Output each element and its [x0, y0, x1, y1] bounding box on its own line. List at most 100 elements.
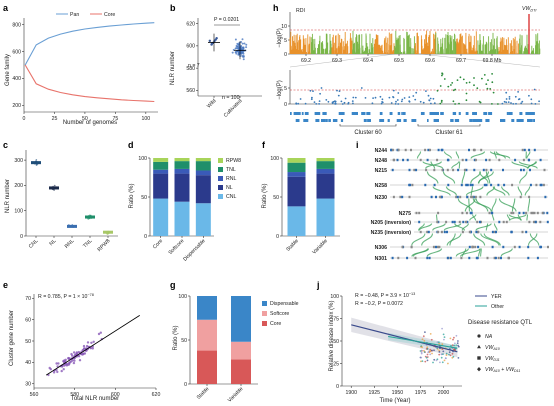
panel-a-ytick-label: 800 — [12, 23, 21, 29]
gene-track-block — [453, 112, 456, 115]
disease-point — [443, 336, 446, 338]
cultivated-point — [235, 50, 238, 53]
panel-h-xtick-label: 69.3 — [332, 58, 342, 64]
panel-a-plot: 200 400 600 800 0 25 50 75 100 — [12, 18, 158, 122]
disease-point — [457, 344, 459, 347]
panel-d-label: d — [128, 140, 134, 150]
zoom-line-left — [289, 53, 396, 68]
gene-track-block — [488, 112, 493, 115]
synteny-gene — [460, 256, 463, 260]
snp-point — [397, 103, 400, 105]
synteny-link — [475, 198, 489, 212]
gene-track-block — [450, 119, 452, 122]
synteny-gene — [435, 245, 437, 249]
gene-track-block — [528, 112, 533, 115]
disease-point — [440, 353, 443, 356]
panel-h-gene: VWDTI — [522, 6, 537, 13]
panel-e-xtick-label: 620 — [152, 392, 161, 398]
yer-confidence-band — [351, 317, 458, 358]
qtl-a10-label: VWA10 — [485, 345, 500, 351]
synteny-gene — [490, 168, 493, 172]
synteny-gene — [468, 245, 471, 249]
disease-point — [443, 359, 446, 362]
snp-point — [320, 87, 323, 89]
gene-track-block — [403, 119, 407, 122]
snp-point — [422, 101, 425, 104]
disease-point — [449, 337, 452, 340]
disease-point — [442, 353, 444, 355]
disease-point — [457, 340, 459, 342]
snp-point — [428, 99, 431, 102]
bar-softcore — [197, 319, 217, 351]
gene-track-block — [294, 112, 299, 115]
snp-point — [450, 84, 452, 86]
snp-point — [425, 90, 427, 92]
panel-j-label: j — [316, 280, 320, 290]
synteny-gene — [463, 168, 466, 172]
synteny-gene — [533, 148, 536, 152]
cultivated-point — [245, 46, 248, 49]
synteny-link — [418, 223, 425, 231]
gene-track-block — [379, 112, 383, 115]
bar-rpw8 — [153, 158, 169, 162]
gene-track-block — [301, 112, 304, 115]
snp-point — [392, 89, 395, 92]
scatter-point — [60, 365, 64, 368]
synteny-link — [524, 186, 531, 196]
panel-h-bottom-ytick-label: 5 — [284, 86, 287, 92]
synteny-gene — [408, 195, 411, 199]
bar-nl — [153, 173, 169, 199]
disease-point — [441, 361, 444, 364]
scatter-point — [82, 352, 85, 355]
cultivated-point — [242, 55, 245, 58]
bar-rnl — [153, 169, 169, 174]
panel-c: c 0 100 200 300 CNL NL RNL TNL RPW8 NLR number — [3, 140, 118, 253]
synteny-gene — [390, 148, 393, 152]
panel-d-ytick-label: 50 — [141, 195, 147, 201]
cultivated-point — [245, 43, 248, 46]
snp-point — [473, 77, 475, 79]
snp-point — [465, 99, 468, 102]
synteny-gene — [485, 183, 488, 187]
bar-rnl — [316, 168, 335, 174]
synteny-gene — [391, 256, 394, 260]
synteny-gene — [493, 256, 496, 260]
bar-cnl — [153, 198, 169, 236]
synteny-link — [432, 223, 446, 231]
synteny-gene — [424, 148, 427, 152]
synteny-gene — [476, 220, 479, 224]
synteny-gene — [541, 211, 544, 215]
legend-label-softcore: Softcore — [270, 311, 289, 317]
synteny-link — [485, 171, 491, 184]
panel-b-ytick-label: 620 — [186, 21, 195, 27]
gene-track-block — [484, 112, 486, 115]
synteny-link — [519, 171, 528, 184]
gene-track-block — [397, 112, 401, 115]
snp-point — [374, 96, 377, 99]
snp-point — [510, 102, 512, 104]
panel-a-ytick-label: 400 — [12, 76, 21, 82]
synteny-gene — [533, 211, 536, 215]
gene-track-block — [476, 119, 482, 122]
synteny-row-label: N205 (inversion) — [371, 220, 412, 226]
synteny-gene — [521, 230, 524, 234]
legend-swatch-rnl — [218, 176, 223, 181]
synteny-link — [455, 248, 469, 257]
disease-point — [423, 340, 426, 342]
synteny-gene — [452, 168, 455, 172]
synteny-row-label: N235 (inversion) — [371, 230, 412, 236]
synteny-gene — [518, 211, 521, 215]
panel-g-xtick-label: Variable — [227, 386, 245, 404]
disease-point — [432, 361, 434, 364]
snp-point — [341, 103, 344, 105]
synteny-gene — [436, 245, 439, 249]
panel-c-ylabel: NLR number — [5, 179, 11, 213]
gene-track-block — [511, 119, 515, 122]
synteny-gene — [500, 256, 502, 260]
synteny-gene — [396, 158, 399, 162]
gene-track-block — [437, 112, 439, 115]
panel-h-top-ytick-label: 0 — [284, 52, 287, 58]
synteny-link — [469, 214, 477, 221]
manhattan-segment — [394, 30, 415, 54]
